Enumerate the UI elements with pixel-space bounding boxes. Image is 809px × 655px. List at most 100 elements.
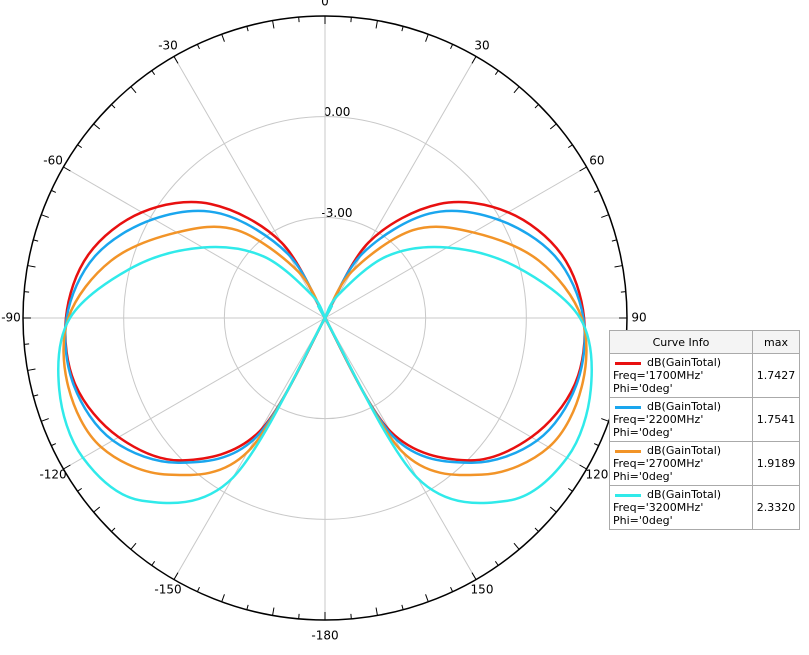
legend-line: dB(GainTotal)	[613, 400, 749, 413]
angle-tick	[401, 604, 404, 610]
legend-max: 1.7427	[752, 353, 800, 398]
theta-tick-label: 30	[474, 39, 489, 53]
legend-header: Curve Info max	[609, 330, 800, 354]
angle-tick	[601, 214, 609, 218]
angle-tick	[513, 542, 520, 550]
angle-tick	[63, 464, 71, 470]
legend-name: dB(GainTotal)	[647, 444, 722, 457]
grid-spoke	[324, 56, 477, 319]
angle-tick	[111, 104, 116, 109]
angle-tick	[494, 70, 499, 75]
angle-tick	[173, 56, 179, 64]
legend-swatch	[615, 493, 641, 497]
angle-tick	[196, 44, 200, 50]
theta-tick-label: -90	[1, 311, 21, 325]
legend-name: dB(GainTotal)	[647, 400, 722, 413]
theta-tick-label: -30	[158, 39, 178, 53]
angle-tick	[27, 368, 36, 371]
theta-tick-label: 0	[321, 0, 329, 9]
angle-tick	[41, 418, 49, 422]
r-tick-label: -3.00	[321, 206, 352, 220]
angle-tick	[375, 20, 378, 29]
angle-tick	[401, 26, 404, 32]
angle-tick	[27, 265, 36, 268]
legend-entry: dB(GainTotal) Freq='3200MHz' Phi='0deg'	[609, 485, 753, 530]
theta-tick-label: -60	[43, 154, 63, 168]
theta-tick-label: -180	[311, 629, 338, 643]
legend-line: dB(GainTotal)	[613, 488, 749, 501]
angle-tick	[593, 443, 599, 447]
angle-tick	[494, 561, 499, 566]
angle-tick	[151, 561, 156, 566]
legend-name: dB(GainTotal)	[647, 488, 722, 501]
angle-tick	[425, 594, 429, 602]
grid-spoke	[63, 166, 326, 319]
angle-tick	[93, 506, 101, 513]
angle-tick	[425, 34, 429, 42]
legend-entry: dB(GainTotal) Freq='1700MHz' Phi='0deg'	[609, 353, 753, 398]
angle-tick	[513, 86, 520, 94]
angle-tick	[471, 572, 477, 580]
angle-tick	[63, 166, 71, 172]
angle-tick	[614, 265, 623, 268]
angle-tick	[130, 86, 137, 94]
angle-tick	[246, 26, 249, 32]
angle-tick	[534, 104, 539, 109]
angle-tick	[93, 123, 101, 130]
legend-swatch	[615, 405, 641, 409]
legend-entry: dB(GainTotal) Freq='2700MHz' Phi='0deg'	[609, 441, 753, 486]
legend-line: dB(GainTotal)	[613, 356, 749, 369]
angle-tick	[450, 586, 454, 592]
angle-tick	[51, 443, 57, 447]
angle-tick	[77, 144, 82, 149]
theta-tick-label: 120	[585, 468, 608, 482]
theta-tick-label: -120	[39, 468, 66, 482]
angle-tick	[196, 586, 200, 592]
grid-spoke	[324, 317, 587, 470]
angle-tick	[173, 572, 179, 580]
legend-line: dB(GainTotal)	[613, 444, 749, 457]
angle-tick	[568, 487, 573, 492]
angle-tick	[611, 239, 617, 242]
angle-tick	[151, 70, 156, 75]
legend-row: dB(GainTotal) Freq='2700MHz' Phi='0deg' 1.…	[609, 441, 800, 486]
angle-tick	[579, 464, 587, 470]
legend-row: dB(GainTotal) Freq='2200MHz' Phi='0deg' 1.…	[609, 397, 800, 442]
theta-tick-label: 90	[631, 311, 646, 325]
angle-tick	[33, 394, 39, 397]
angle-tick	[272, 607, 275, 616]
legend-swatch	[615, 361, 641, 365]
legend-sub: Freq='2200MHz' Phi='0deg'	[613, 413, 704, 439]
angle-ticks	[23, 16, 627, 620]
legend-max: 2.3320	[752, 485, 800, 530]
grid-spoke	[63, 317, 326, 470]
legend-entry: dB(GainTotal) Freq='2200MHz' Phi='0deg'	[609, 397, 753, 442]
legend: Curve Info max dB(GainTotal) Freq='1700MH…	[609, 330, 800, 530]
angle-tick	[272, 20, 275, 29]
angle-tick	[246, 604, 249, 610]
angle-tick	[375, 607, 378, 616]
angle-tick	[111, 527, 116, 532]
angle-tick	[568, 144, 573, 149]
legend-sub: Freq='3200MHz' Phi='0deg'	[613, 501, 704, 527]
angle-tick	[471, 56, 477, 64]
legend-swatch	[615, 449, 641, 453]
legend-max: 1.9189	[752, 441, 800, 486]
theta-tick-label: 60	[589, 154, 604, 168]
angle-tick	[593, 189, 599, 193]
curve	[57, 245, 593, 505]
angle-tick	[130, 542, 137, 550]
angle-tick	[77, 487, 82, 492]
legend-row: dB(GainTotal) Freq='3200MHz' Phi='0deg' 2.…	[609, 485, 800, 530]
angle-tick	[41, 214, 49, 218]
legend-sub: Freq='1700MHz' Phi='0deg'	[613, 369, 704, 395]
angle-tick	[534, 527, 539, 532]
theta-tick-label: -150	[154, 582, 181, 596]
angle-tick	[549, 506, 557, 513]
legend-title: Curve Info	[609, 330, 753, 354]
angle-tick	[450, 44, 454, 50]
angle-tick	[221, 594, 225, 602]
grid-spoke	[324, 166, 587, 319]
